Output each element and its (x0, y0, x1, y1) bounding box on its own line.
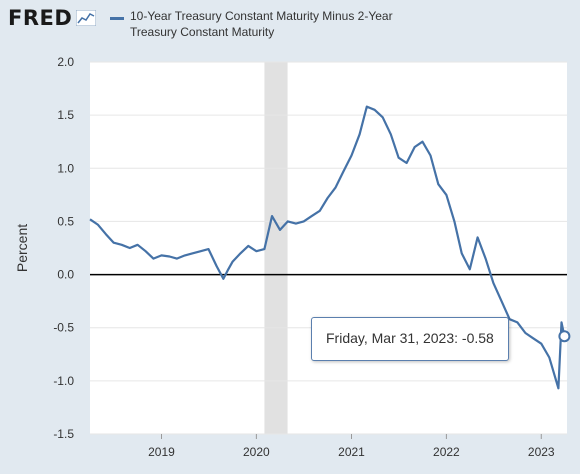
tooltip-text: Friday, Mar 31, 2023: -0.58 (326, 330, 494, 346)
y-tick-label: 2.0 (57, 55, 74, 69)
y-tick-label: 0.0 (57, 268, 74, 282)
y-tick-label: -0.5 (53, 321, 74, 335)
chart-header: FRED 10-Year Treasury Constant Maturity … (0, 0, 580, 50)
y-axis-label: Percent (14, 224, 30, 272)
recession-shading-group (264, 62, 288, 434)
series-line[interactable] (89, 105, 566, 390)
recession-band (264, 62, 288, 434)
y-tick-label: 1.0 (57, 161, 74, 175)
fred-logo[interactable]: FRED (8, 6, 73, 30)
y-tick-label: 0.5 (57, 214, 74, 228)
fred-graph-icon (76, 10, 96, 26)
y-tick-label: -1.5 (53, 427, 74, 441)
x-tick-label: 2022 (433, 445, 460, 459)
plot-area (90, 62, 567, 434)
tooltip-value: -0.58 (461, 330, 494, 346)
x-tick-label: 2020 (243, 445, 270, 459)
x-axis-ticks: 2019 2020 2021 2022 2023 (148, 434, 555, 459)
x-tick-label: 2019 (148, 445, 175, 459)
hover-point-marker[interactable] (558, 330, 571, 343)
y-tick-label: -1.0 (53, 374, 74, 388)
y-axis-ticks: 2.0 1.5 1.0 0.5 0.0 -0.5 -1.0 -1.5 (53, 55, 74, 441)
y-tick-label: 1.5 (57, 108, 74, 122)
legend-swatch (110, 17, 124, 20)
x-tick-label: 2023 (528, 445, 555, 459)
tooltip-date: Friday, Mar 31, 2023: (326, 330, 459, 346)
legend-series-label[interactable]: 10-Year Treasury Constant Maturity Minus… (130, 9, 393, 39)
tooltip: Friday, Mar 31, 2023: -0.58 (311, 317, 509, 361)
x-tick-label: 2021 (338, 445, 365, 459)
